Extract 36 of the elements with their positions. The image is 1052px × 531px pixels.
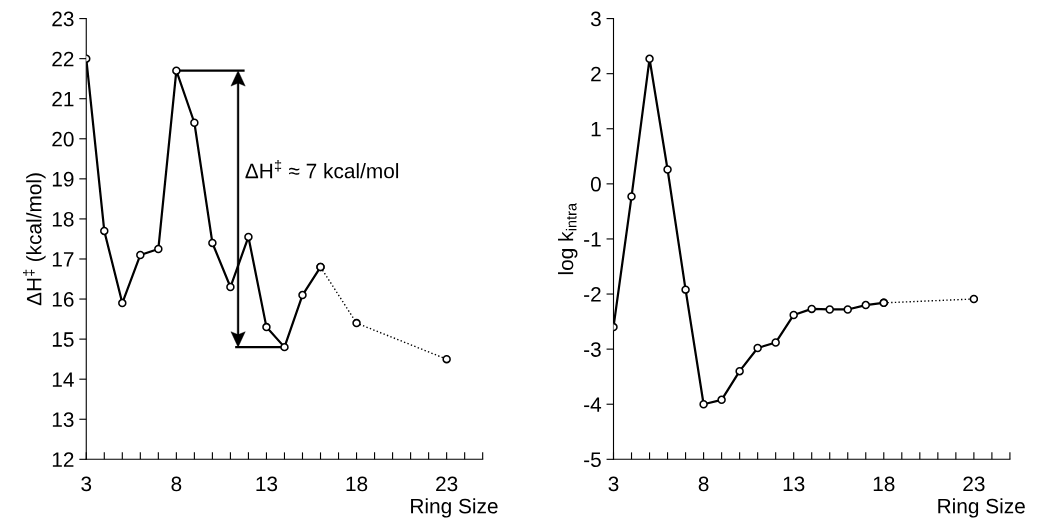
y-tick-label: 22 (52, 51, 74, 67)
y-tick-label: 14 (52, 372, 74, 387)
y-tick-label: -5 (584, 452, 601, 468)
y-tick-label: -4 (584, 397, 602, 412)
x-axis-title: Ring Size (938, 498, 1025, 518)
x-tick-label: 18 (346, 476, 368, 492)
annotation: ΔH$^{‡}$ ≈ 7 kcal/mol (245, 159, 399, 179)
x-tick-label: 13 (256, 476, 278, 492)
y-axis-title: log k$_{intra}$ (558, 202, 578, 275)
x-tick-label: 8 (171, 476, 182, 492)
y-tick-label: 0 (590, 176, 601, 192)
y-tick-label: 15 (52, 332, 74, 347)
x-axis-title: Ring Size (411, 498, 498, 518)
x-tick-label: 23 (963, 476, 985, 492)
x-tick-label: 8 (698, 476, 709, 492)
y-tick-label: 2 (591, 66, 601, 82)
y-tick-label: 20 (52, 131, 74, 147)
y-tick-label: -1 (584, 232, 601, 247)
y-tick-label: -2 (584, 287, 601, 302)
y-tick-label: 16 (52, 292, 74, 307)
y-tick-label: 21 (52, 91, 74, 107)
y-tick-label: 12 (52, 452, 74, 467)
y-tick-label: 1 (591, 121, 601, 137)
y-tick-label: 3 (590, 11, 601, 27)
y-tick-label: 17 (52, 252, 74, 267)
y-tick-label: 19 (52, 171, 74, 187)
y-tick-label: 23 (52, 11, 74, 27)
y-axis-title: ΔH$^{‡}$ (kcal/mol) (23, 173, 46, 306)
x-tick-label: 3 (81, 476, 92, 492)
x-tick-label: 23 (436, 476, 458, 492)
x-tick-label: 3 (608, 476, 619, 492)
y-tick-label: 18 (52, 211, 74, 227)
x-tick-label: 18 (873, 476, 895, 492)
x-tick-label: 13 (783, 476, 805, 492)
y-tick-label: -3 (584, 342, 601, 357)
y-tick-label: 13 (52, 412, 74, 427)
